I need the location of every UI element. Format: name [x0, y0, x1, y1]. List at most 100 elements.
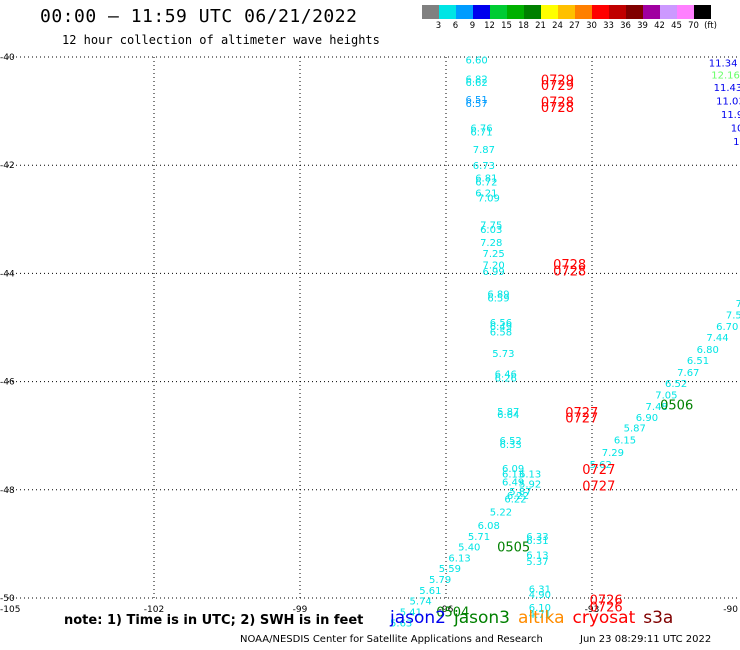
- wave-height-label: 6.13: [502, 470, 524, 481]
- wave-height-label: 6.49: [490, 322, 512, 333]
- legend-swatch: [592, 5, 609, 19]
- wave-height-label: 7.48: [646, 402, 668, 413]
- wave-height-label: 5.73: [492, 349, 514, 360]
- wave-height-label: 6.59: [487, 294, 509, 305]
- page-subtitle: 12 hour collection of altimeter wave hei…: [62, 33, 380, 47]
- lat-tick-label: -46: [0, 378, 15, 388]
- wave-height-label: 6.57: [465, 99, 487, 110]
- time-label: 0727: [582, 463, 615, 478]
- wave-height-label: 7.20: [483, 261, 505, 272]
- legend-unit: (ft): [704, 21, 717, 31]
- wave-height-label: 6.64: [497, 410, 519, 421]
- wave-height-label: 6.15: [614, 435, 636, 446]
- wave-height-label: 6.81: [475, 174, 497, 185]
- legend-swatch: [422, 5, 439, 19]
- legend-swatch: [456, 5, 473, 19]
- legend-swatch: [643, 5, 660, 19]
- wave-height-label: 11.03: [716, 96, 740, 107]
- color-legend-labels: 3 6 9 12 15 18 21 24 27 30 33 36 39 42 45 70 (ft): [422, 21, 740, 33]
- legend-label: 70: [688, 21, 699, 31]
- wave-height-label: 4.90: [529, 590, 551, 601]
- time-label: 0504: [436, 606, 469, 621]
- wave-height-label: 6.13: [448, 553, 470, 564]
- legend-label: 18: [518, 21, 529, 31]
- wave-height-label: 10.83: [731, 123, 740, 134]
- lat-tick-label: -42: [0, 161, 15, 171]
- wave-height-label: 11.92: [721, 110, 740, 121]
- legend-swatch: [473, 5, 490, 19]
- wave-height-label: 6.13: [526, 551, 548, 562]
- legend-swatch: [524, 5, 541, 19]
- wave-height-label: 7.28: [480, 238, 502, 249]
- wave-height-label: 7.25: [483, 249, 505, 260]
- legend-swatch: [575, 5, 592, 19]
- lon-tick-label: -102: [144, 605, 164, 615]
- wave-height-label: 5.63: [390, 618, 412, 629]
- legend-swatch: [609, 5, 626, 19]
- time-label: 0727: [565, 411, 598, 426]
- wave-height-label: 6.10: [529, 603, 551, 614]
- legend-label: 39: [637, 21, 648, 31]
- legend-swatch: [626, 5, 643, 19]
- wave-height-label: 5.22: [490, 507, 512, 518]
- legend-swatch: [439, 5, 456, 19]
- satellite-legend: jason2 jason3 altika cryosat s3a: [390, 608, 681, 628]
- wave-height-label: 6.09: [502, 464, 524, 475]
- wave-height-label: 6.58: [490, 327, 512, 338]
- wave-height-label: 6.21: [475, 188, 497, 199]
- wave-height-label: 6.73: [473, 161, 495, 172]
- satellite-cryosat: cryosat: [572, 608, 636, 628]
- wave-height-label: 5.37: [526, 557, 548, 568]
- wave-height-label: 6.33: [526, 532, 548, 543]
- time-label: 0728: [553, 258, 586, 273]
- time-label: 0726: [590, 594, 623, 609]
- wave-height-label: 6.08: [478, 521, 500, 532]
- legend-swatch: [677, 5, 694, 19]
- page-title: 00:00 – 11:59 UTC 06/21/2022: [40, 6, 358, 27]
- note-text: note: 1) Time is in UTC; 2) SWH is in fe…: [64, 613, 364, 628]
- wave-height-label: 6.49: [502, 478, 524, 489]
- wave-height-label: 6.31: [526, 536, 548, 547]
- legend-label: 33: [603, 21, 614, 31]
- satellite-s3a: s3a: [643, 608, 674, 628]
- time-label: 0726: [590, 601, 623, 616]
- legend-label: 6: [452, 21, 459, 31]
- wave-height-label: 11.43: [714, 83, 740, 94]
- satellite-altika: altika: [518, 608, 565, 628]
- legend-label: 24: [552, 21, 563, 31]
- legend-swatch: [660, 5, 677, 19]
- wave-height-label: 5.87: [509, 487, 531, 498]
- wave-height-label: 6.26: [495, 373, 517, 384]
- legend-swatch: [694, 5, 711, 19]
- wave-height-label: 5.74: [410, 597, 432, 608]
- wave-height-label: 6.62: [465, 78, 487, 89]
- legend-label: 9: [469, 21, 476, 31]
- time-label: 0506: [660, 398, 693, 413]
- lon-tick-label: -99: [293, 605, 308, 615]
- wave-height-label: 6.90: [636, 413, 658, 424]
- lat-tick-label: -50: [0, 594, 15, 604]
- wave-height-label: 7.44: [706, 333, 728, 344]
- wave-height-label: 5.59: [439, 564, 461, 575]
- legend-label: 45: [671, 21, 682, 31]
- lon-tick-label: -90: [723, 605, 738, 615]
- wave-height-label: 6.51: [687, 356, 709, 367]
- wave-height-label: 6.13: [519, 470, 541, 481]
- satellite-jason3: jason3: [454, 608, 510, 628]
- wave-height-label: 5.40: [458, 543, 480, 554]
- wave-height-label: 6.60: [465, 56, 487, 67]
- footer: NOAA/NESDIS Center for Satellite Applica…: [240, 634, 711, 645]
- legend-swatch: [558, 5, 575, 19]
- legend-label: 12: [484, 21, 495, 31]
- wave-height-label: 6.22: [507, 491, 529, 502]
- time-label: 0727: [582, 479, 615, 494]
- legend-swatch: [507, 5, 524, 19]
- wave-height-label: 7.52: [726, 311, 740, 322]
- wave-height-label: 6.22: [504, 494, 526, 505]
- time-label: 0729: [541, 79, 574, 94]
- wave-height-label: 11.34: [709, 58, 738, 69]
- wave-height-label: 6.52: [500, 436, 522, 447]
- wave-height-label: 6.72: [475, 177, 497, 188]
- lon-tick-label: -96: [439, 605, 454, 615]
